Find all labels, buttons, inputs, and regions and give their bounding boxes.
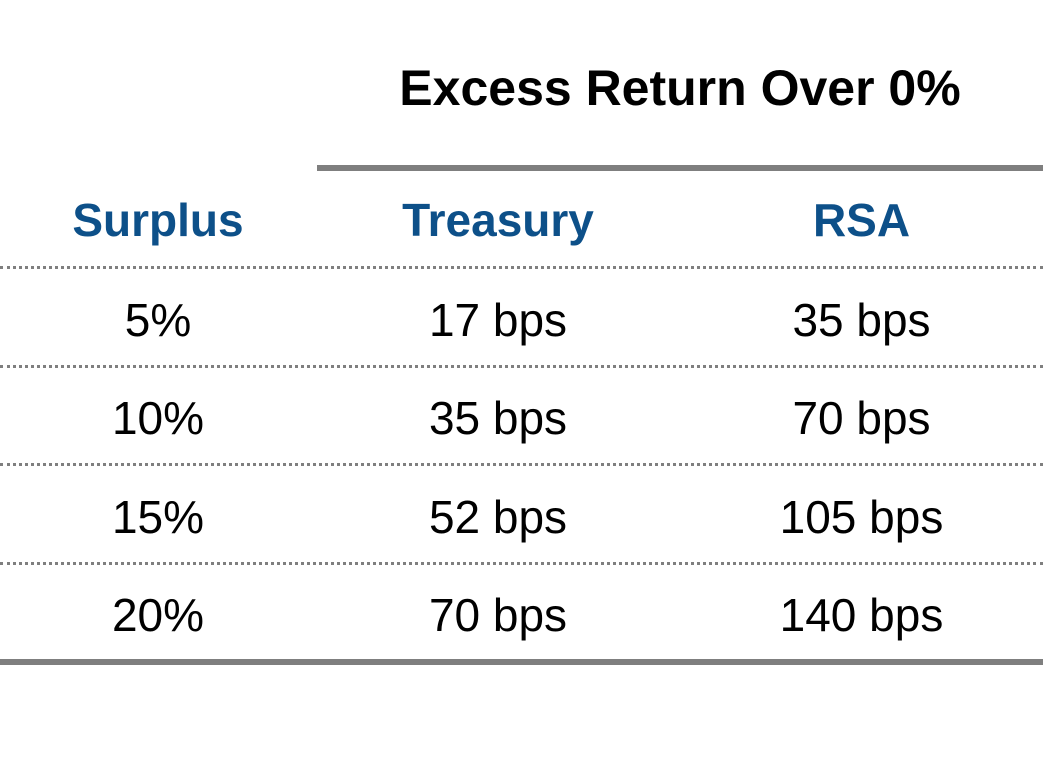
row-divider bbox=[0, 365, 1043, 368]
cell-rsa: 105 bps bbox=[779, 491, 944, 543]
cell-rsa: 35 bps bbox=[792, 294, 931, 346]
cell-rsa: 140 bps bbox=[779, 589, 944, 641]
row-divider bbox=[0, 266, 1043, 269]
cell-treasury: 70 bps bbox=[428, 589, 568, 641]
column-header-surplus: Surplus bbox=[72, 194, 244, 246]
column-header-treasury: Treasury bbox=[402, 194, 594, 246]
cell-treasury: 17 bps bbox=[428, 294, 568, 346]
cell-rsa: 70 bps bbox=[792, 392, 931, 444]
table-bottom-rule bbox=[0, 659, 1043, 665]
row-divider bbox=[0, 562, 1043, 565]
cell-treasury: 52 bps bbox=[428, 491, 568, 543]
cell-surplus: 10% bbox=[111, 392, 205, 444]
cell-surplus: 5% bbox=[124, 294, 192, 346]
column-header-rsa: RSA bbox=[812, 194, 911, 246]
cell-treasury: 35 bps bbox=[428, 392, 568, 444]
cell-surplus: 20% bbox=[111, 589, 205, 641]
row-divider bbox=[0, 463, 1043, 466]
title-rule bbox=[317, 165, 1043, 171]
cell-surplus: 15% bbox=[111, 491, 205, 543]
table-title: Excess Return Over 0% bbox=[399, 60, 961, 116]
